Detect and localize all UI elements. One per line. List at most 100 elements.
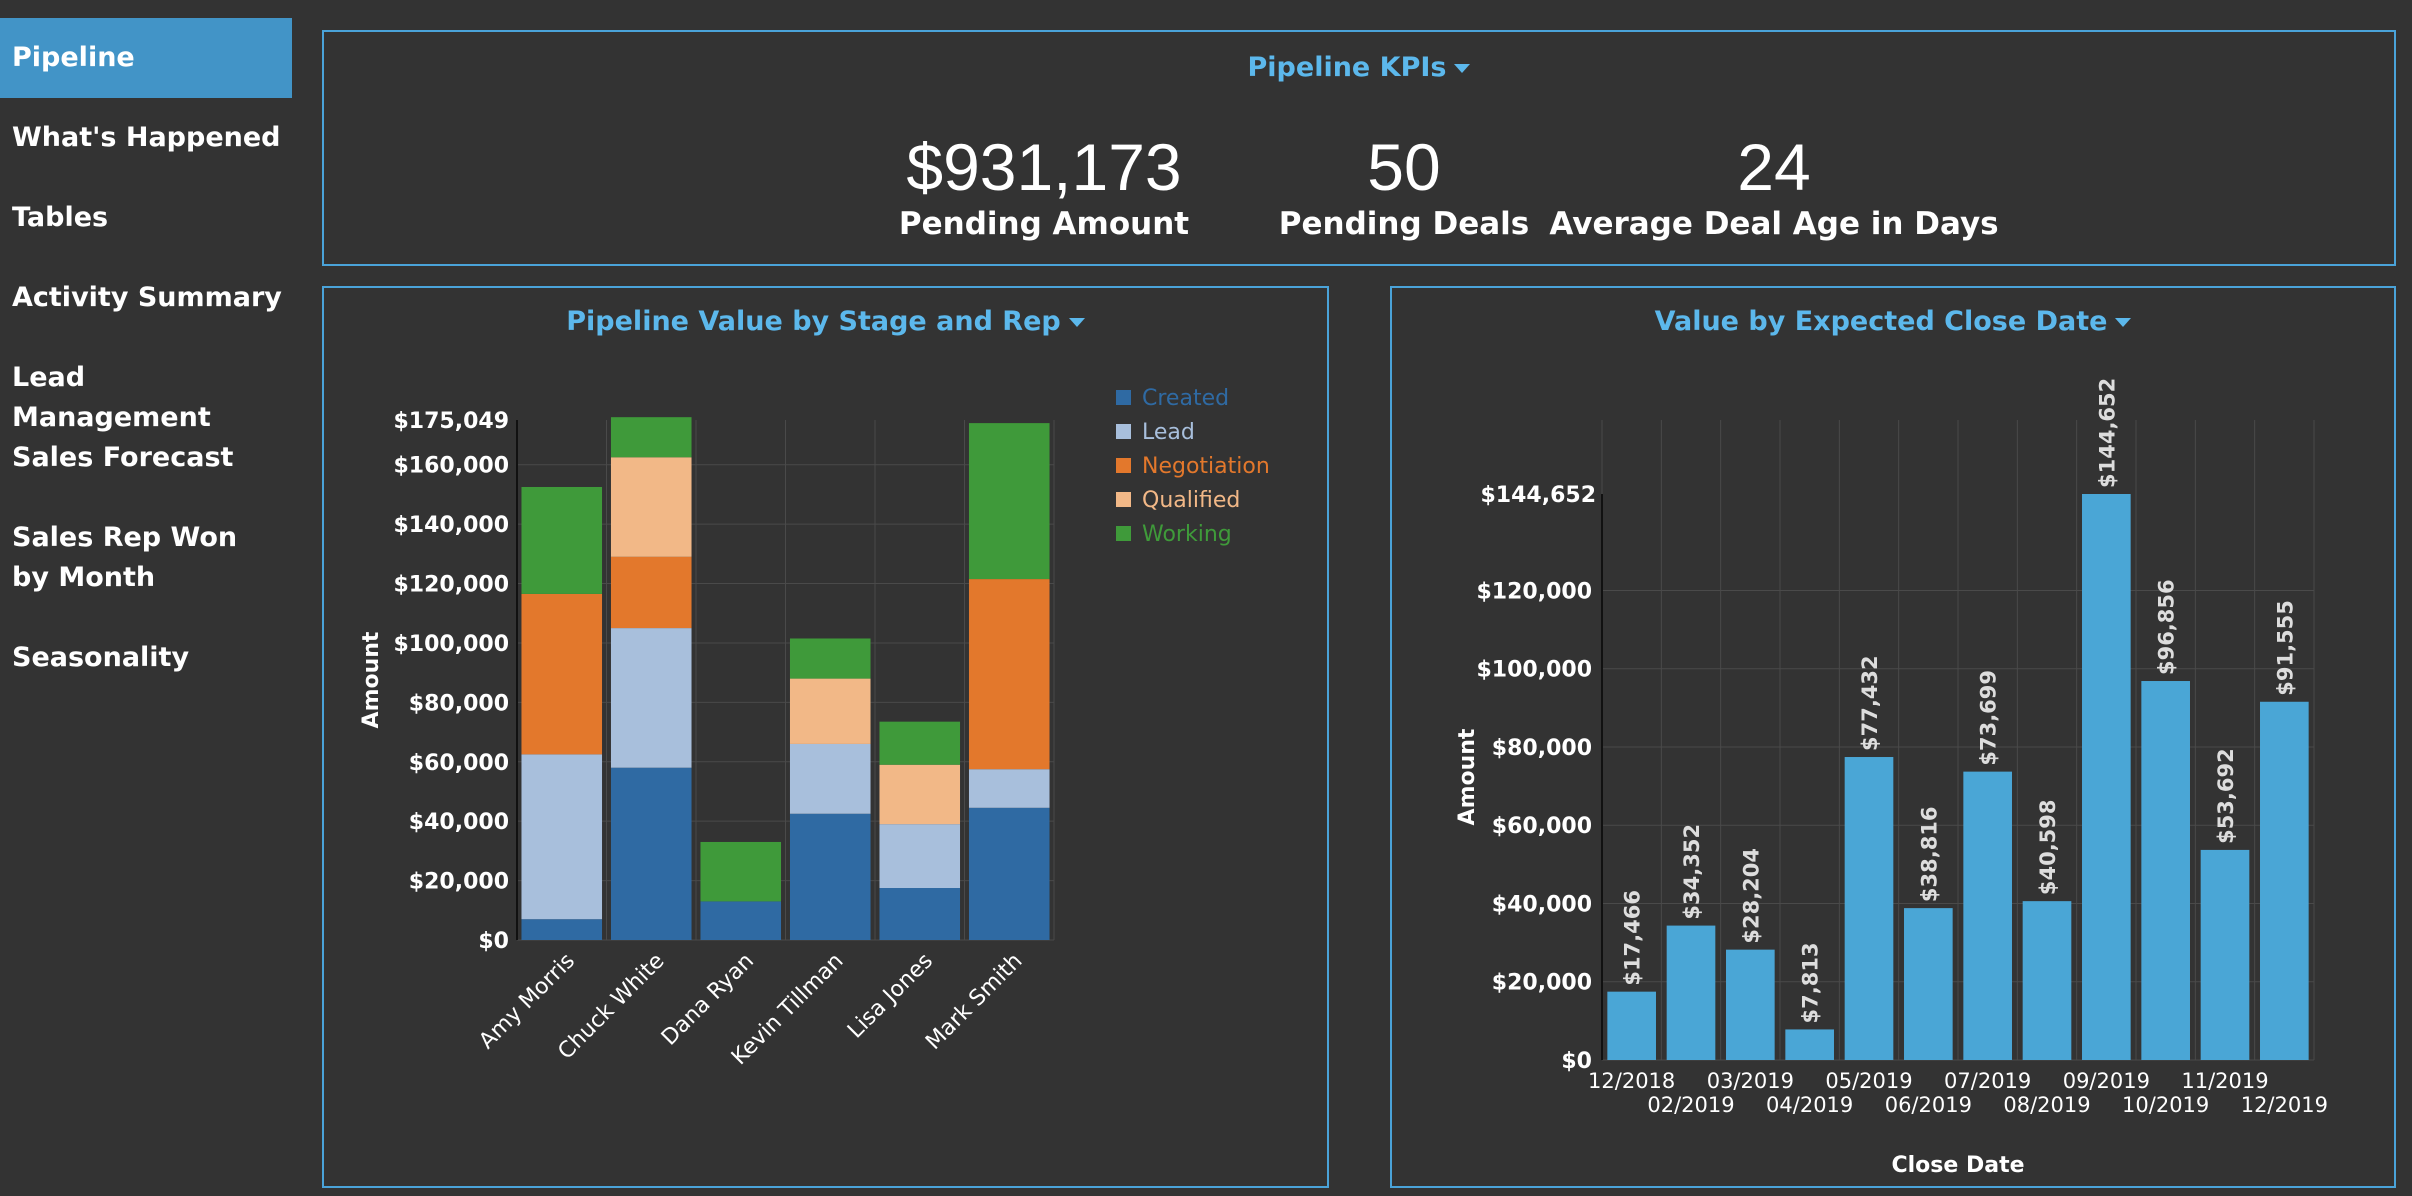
x-tick-label: 11/2019	[2181, 1069, 2268, 1093]
data-label: $77,432	[1858, 655, 1882, 751]
sidebar-item-sales-rep-won-by-month[interactable]: Sales Rep Won by Month	[12, 522, 238, 593]
kpi-label: Average Deal Age in Days	[1549, 206, 1999, 242]
data-label: $144,652	[2095, 378, 2119, 488]
stage-chart-title-text: Pipeline Value by Stage and Rep	[566, 306, 1061, 337]
data-label: $28,204	[1739, 848, 1763, 944]
sidebar: Pipeline What's Happened Tables Activity…	[0, 0, 300, 1196]
sidebar-item-sales-forecast[interactable]: Sales Forecast	[12, 442, 234, 473]
data-label: $53,692	[2214, 748, 2238, 844]
y-tick-label: $80,000	[409, 691, 509, 716]
bar	[2141, 681, 2190, 1060]
bar	[2260, 701, 2309, 1060]
data-label: $91,555	[2273, 600, 2297, 696]
bar-segment	[521, 919, 603, 940]
y-tick-label: $20,000	[1492, 971, 1592, 996]
bar-segment	[700, 901, 782, 940]
chevron-down-icon	[1454, 64, 1471, 73]
bar	[2082, 494, 2131, 1060]
y-axis-label: Amount	[1455, 728, 1480, 825]
y-tick-label: $60,000	[1492, 814, 1592, 839]
y-tick-label: $120,000	[393, 573, 509, 598]
close-date-chart-panel: Value by Expected Close Date $0 $20,000 $4…	[1390, 286, 2396, 1188]
y-max-label: $144,652	[1480, 483, 1596, 508]
y-tick-label: $80,000	[1492, 736, 1592, 761]
bar-segment	[700, 841, 782, 902]
y-tick-label: $0	[478, 929, 509, 954]
bar-segment	[610, 767, 692, 940]
y-tick-label: $140,000	[393, 513, 509, 538]
stage-chart-title[interactable]: Pipeline Value by Stage and Rep	[324, 306, 1327, 337]
y-tick-label: $0	[1561, 1049, 1592, 1074]
close-date-chart: $0 $20,000 $40,000 $60,000 $80,000 $100,000 $1…	[1455, 378, 2328, 1178]
data-label: $38,816	[1917, 806, 1941, 902]
y-axis-label: Amount	[359, 631, 384, 728]
x-tick-label: 12/2018	[1588, 1069, 1675, 1093]
bar-segment	[789, 743, 871, 814]
bar-segment	[789, 678, 871, 744]
x-tick-label: 08/2019	[2003, 1093, 2090, 1117]
kpi-panel-title[interactable]: Pipeline KPIs	[324, 52, 2394, 83]
legend-swatch	[1116, 424, 1131, 439]
y-max-label: $175,049	[393, 409, 509, 434]
sidebar-item-lead-management[interactable]: Lead Management	[12, 362, 211, 433]
bar-segment	[789, 813, 871, 940]
chevron-down-icon	[1068, 318, 1085, 327]
legend-swatch	[1116, 492, 1131, 507]
y-tick-label: $100,000	[393, 632, 509, 657]
bar	[1726, 949, 1775, 1060]
bar	[1904, 908, 1953, 1060]
data-label: $96,856	[2155, 579, 2179, 675]
sidebar-item-tables[interactable]: Tables	[12, 202, 109, 233]
bar-segment	[879, 888, 961, 940]
bar-segment	[610, 457, 692, 557]
kpi-value: $931,173	[906, 130, 1182, 204]
legend-swatch	[1116, 458, 1131, 473]
bar	[1666, 925, 1716, 1060]
bar	[1607, 991, 1656, 1060]
x-tick-label: 12/2019	[2241, 1093, 2328, 1117]
x-tick-label: 09/2019	[2063, 1069, 2150, 1093]
stage-chart-panel: Pipeline Value by Stage and Rep $0 $20,00…	[322, 286, 1329, 1188]
sidebar-item-activity-summary[interactable]: Activity Summary	[12, 282, 282, 313]
kpi-value: 50	[1367, 130, 1441, 204]
y-tick-label: $100,000	[1476, 658, 1592, 683]
kpi-pending-deals: 50 Pending Deals	[1204, 130, 1604, 244]
bar	[1963, 771, 2012, 1060]
kpi-panel: Pipeline KPIs $931,173 Pending Amount 50…	[322, 30, 2396, 266]
bar	[2200, 849, 2250, 1060]
legend-label: Negotiation	[1142, 454, 1270, 479]
bar-segment	[610, 556, 692, 629]
y-tick-label: $60,000	[409, 751, 509, 776]
kpi-value: 24	[1737, 130, 1811, 204]
bar-segment	[968, 423, 1050, 580]
bar-segment	[521, 593, 603, 755]
kpi-average-deal-age: 24 Average Deal Age in Days	[1524, 130, 2024, 244]
bar-segment	[879, 721, 961, 765]
sidebar-item-pipeline[interactable]: Pipeline	[0, 18, 292, 98]
kpi-panel-title-text: Pipeline KPIs	[1247, 52, 1447, 83]
data-label: $73,699	[1977, 670, 2001, 766]
kpi-pending-amount: $931,173 Pending Amount	[824, 130, 1264, 244]
y-tick-label: $120,000	[1476, 579, 1592, 604]
x-tick-label: 02/2019	[1647, 1093, 1734, 1117]
bar-segment	[521, 486, 603, 594]
sidebar-item-whats-happened[interactable]: What's Happened	[12, 122, 281, 153]
chevron-down-icon	[2115, 318, 2132, 327]
bar-segment	[968, 579, 1050, 770]
kpi-label: Pending Amount	[898, 206, 1190, 242]
x-tick-label: Mark Smith	[921, 949, 1027, 1055]
x-tick-label: 03/2019	[1707, 1069, 1794, 1093]
x-tick-label: 06/2019	[1885, 1093, 1972, 1117]
data-label: $7,813	[1799, 942, 1823, 1023]
bar-segment	[879, 764, 961, 825]
x-tick-label: 05/2019	[1825, 1069, 1912, 1093]
y-tick-label: $40,000	[1492, 892, 1592, 917]
sidebar-item-seasonality[interactable]: Seasonality	[12, 642, 190, 673]
bar-segment	[521, 754, 603, 920]
data-label: $17,466	[1621, 890, 1645, 986]
stage-chart: $0 $20,000 $40,000 $60,000 $80,000 $100,000 $1…	[359, 386, 1270, 1070]
x-tick-label: 10/2019	[2122, 1093, 2209, 1117]
close-date-chart-title-text: Value by Expected Close Date	[1654, 306, 2108, 337]
close-date-chart-title[interactable]: Value by Expected Close Date	[1392, 306, 2394, 337]
y-tick-label: $20,000	[409, 870, 509, 895]
